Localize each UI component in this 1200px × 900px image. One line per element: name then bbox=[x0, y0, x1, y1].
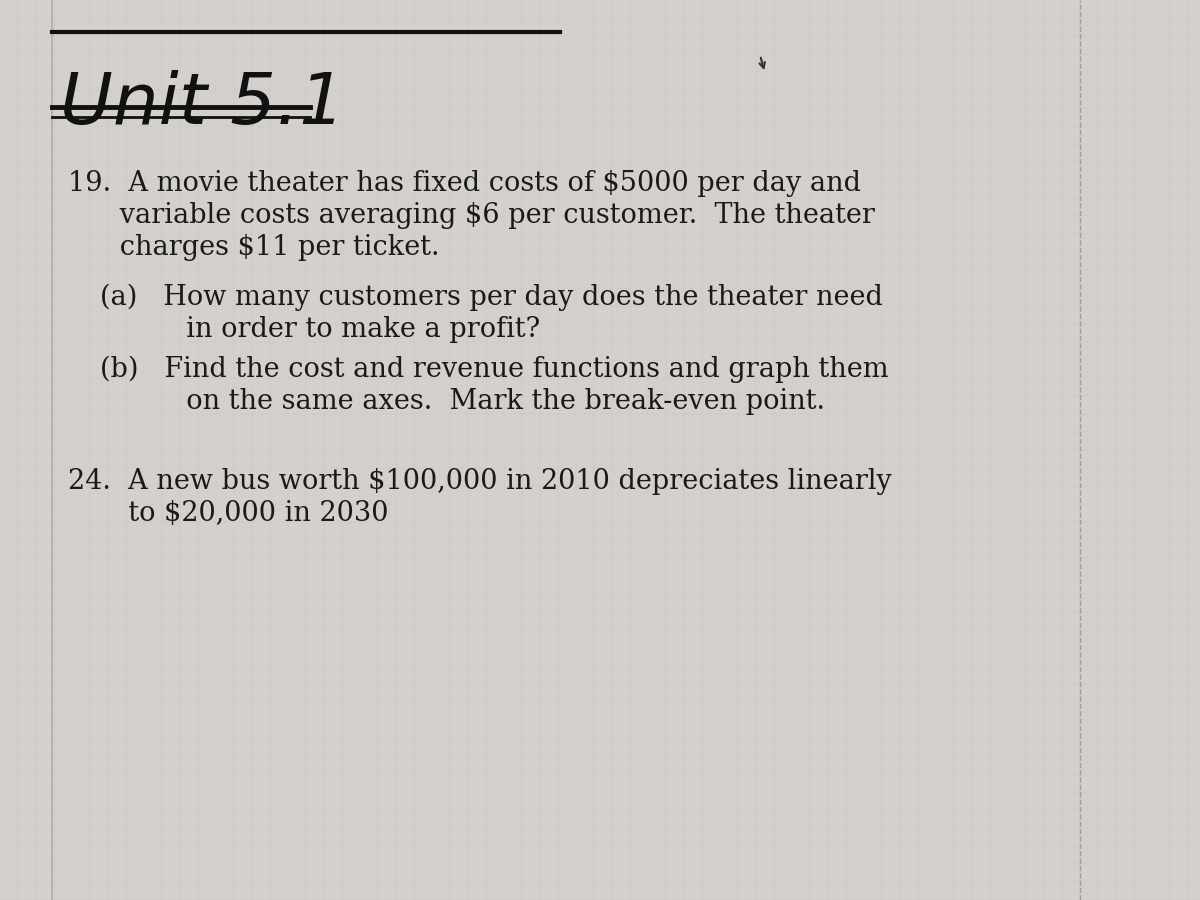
Text: in order to make a profit?: in order to make a profit? bbox=[100, 316, 540, 343]
Text: 24.  A new bus worth $100,000 in 2010 depreciates linearly: 24. A new bus worth $100,000 in 2010 dep… bbox=[68, 468, 892, 495]
Text: 19.  A movie theater has fixed costs of $5000 per day and: 19. A movie theater has fixed costs of $… bbox=[68, 170, 862, 197]
Text: on the same axes.  Mark the break-even point.: on the same axes. Mark the break-even po… bbox=[100, 388, 826, 415]
Text: to $20,000 in 2030: to $20,000 in 2030 bbox=[68, 500, 389, 527]
Text: variable costs averaging $6 per customer.  The theater: variable costs averaging $6 per customer… bbox=[68, 202, 875, 229]
Text: (b)   Find the cost and revenue functions and graph them: (b) Find the cost and revenue functions … bbox=[100, 356, 889, 383]
Text: (a)   How many customers per day does the theater need: (a) How many customers per day does the … bbox=[100, 284, 883, 311]
Text: Unit 5.1: Unit 5.1 bbox=[60, 70, 346, 139]
Text: charges $11 per ticket.: charges $11 per ticket. bbox=[68, 234, 439, 261]
